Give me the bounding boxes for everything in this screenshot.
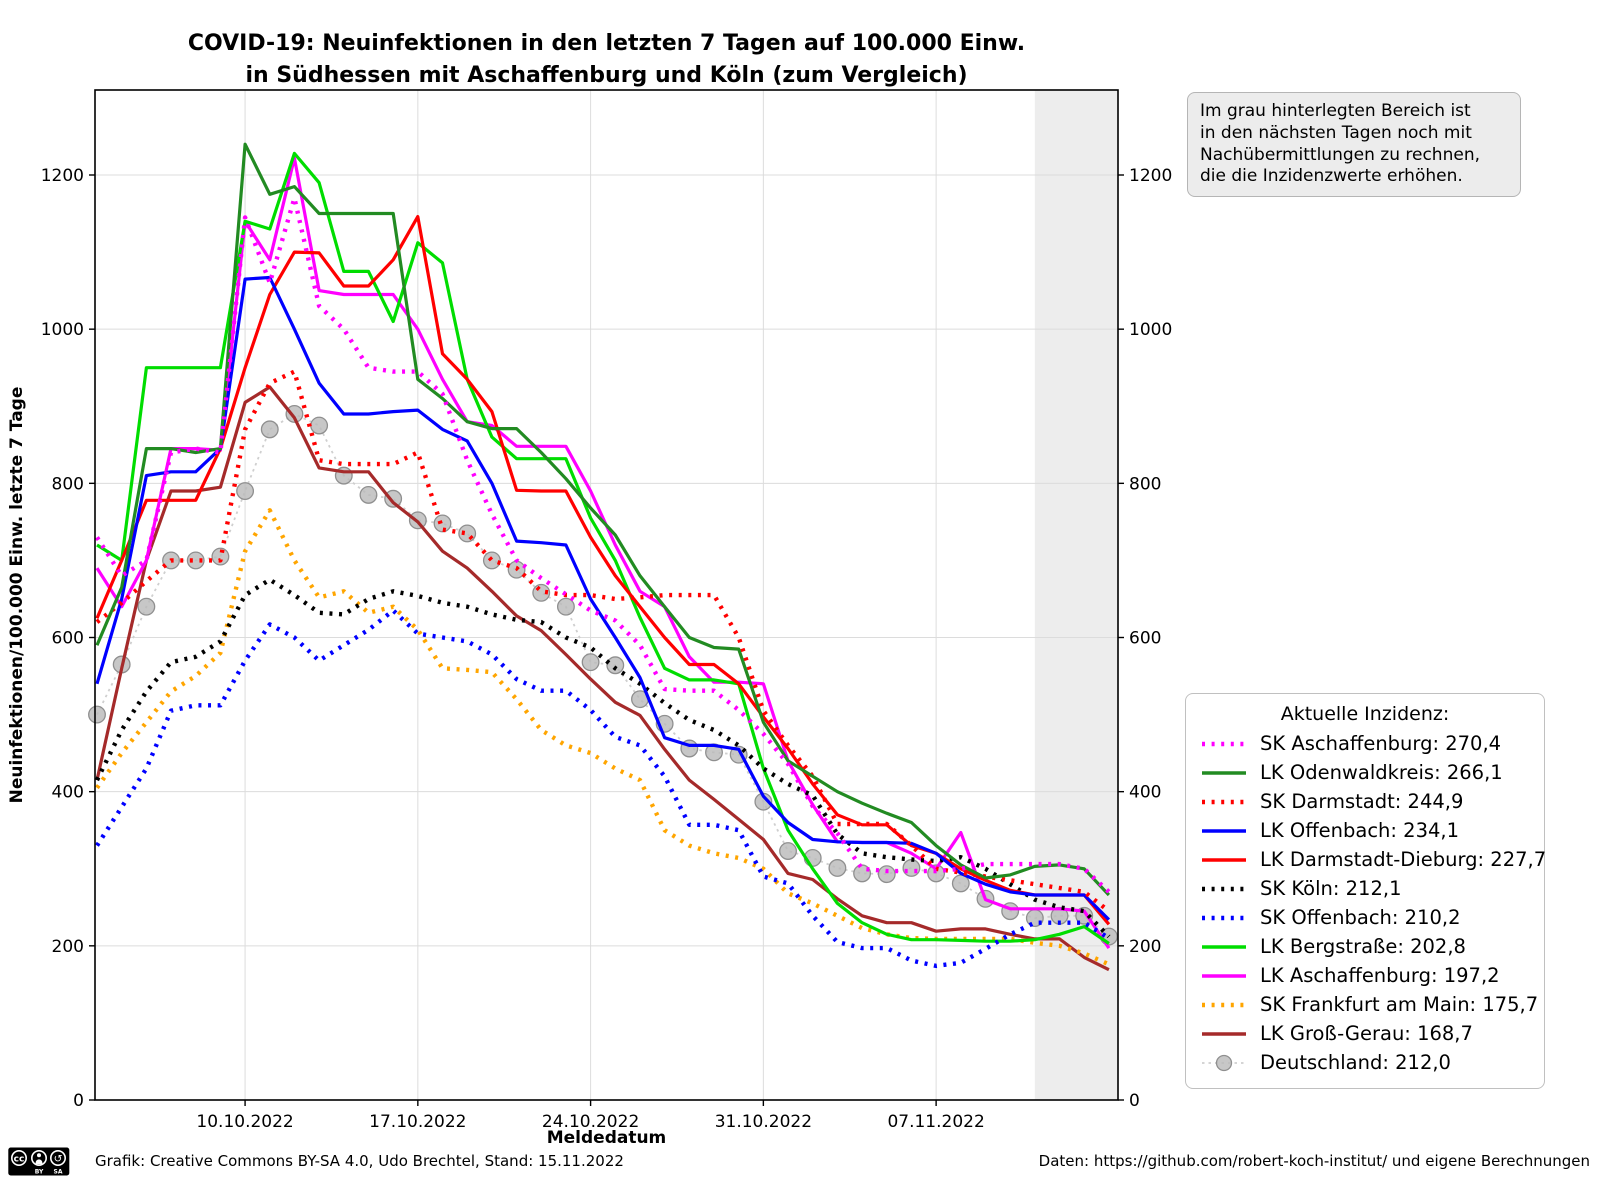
y-tick-label-left: 800: [52, 474, 84, 494]
legend-item-sk-offenbach: SK Offenbach: 210,2: [1200, 903, 1530, 932]
legend-swatch-sk-aschaffenburg: [1202, 741, 1246, 746]
legend-item-lk-bergstraße: LK Bergstraße: 202,8: [1200, 932, 1530, 961]
legend-item-label: LK Darmstadt-Dieburg: 227,7: [1260, 848, 1547, 871]
cc-by-sa-license-icon: cc ↺ BY SA: [8, 1147, 70, 1176]
legend-item-label: LK Groß-Gerau: 168,7: [1260, 1022, 1473, 1045]
legend: Aktuelle Inzidenz: SK Aschaffenburg: 270…: [1185, 693, 1546, 1089]
y-tick-label-right: 200: [1129, 937, 1161, 957]
axis-ticks: [89, 174, 1124, 1106]
legend-swatch-sk-köln: [1202, 886, 1246, 891]
legend-item-label: Deutschland: 212,0: [1260, 1051, 1451, 1074]
legend-item-lk-aschaffenburg: LK Aschaffenburg: 197,2: [1200, 961, 1530, 990]
y-tick-label-left: 400: [52, 783, 84, 803]
x-axis-label: Meldedatum: [546, 1128, 667, 1148]
legend-item-label: SK Frankfurt am Main: 175,7: [1260, 993, 1539, 1016]
y-tick-label-left: 0: [73, 1091, 84, 1111]
plot-frame: [94, 89, 1119, 1101]
series-sk-aschaffenburg: [95, 195, 1111, 894]
legend-item-lk-groß-gerau: LK Groß-Gerau: 168,7: [1200, 1019, 1530, 1048]
legend-swatch-lk-bergstraße: [1202, 944, 1246, 949]
late-reporting-shaded-region: [1034, 90, 1118, 1100]
series-lk-aschaffenburg: [95, 156, 1111, 949]
series-deutschland: [88, 405, 1118, 946]
y-tick-label-left: 200: [52, 937, 84, 957]
y-tick-label-right: 600: [1129, 629, 1161, 649]
svg-text:cc: cc: [14, 1155, 25, 1165]
series-sk-frankfurt-am-main: [95, 508, 1110, 967]
legend-item-sk-frankfurt-am-main: SK Frankfurt am Main: 175,7: [1200, 990, 1538, 1019]
legend-swatch-lk-groß-gerau: [1202, 1031, 1246, 1036]
x-tick-label: 31.10.2022: [715, 1112, 812, 1132]
legend-item-sk-köln: SK Köln: 212,1: [1200, 874, 1530, 903]
series-lk-darmstadt-dieburg: [95, 215, 1111, 926]
series-lk-groß-gerau: [95, 385, 1110, 972]
series-lk-bergstraße: [96, 151, 1110, 945]
x-tick-label: 10.10.2022: [196, 1112, 293, 1132]
legend-swatch-deutschland: [1202, 1054, 1246, 1071]
legend-item-lk-darmstadt-dieburg: LK Darmstadt-Dieburg: 227,7: [1200, 845, 1546, 874]
legend-swatch-lk-odenwaldkreis: [1202, 770, 1246, 775]
x-tick-label: 17.10.2022: [369, 1112, 466, 1132]
svg-text:BY: BY: [35, 1169, 44, 1176]
y-tick-label-right: 1000: [1129, 320, 1172, 340]
legend-item-label: SK Darmstadt: 244,9: [1260, 790, 1464, 813]
legend-title: Aktuelle Inzidenz:: [1280, 703, 1450, 725]
legend-swatch-lk-aschaffenburg: [1202, 973, 1246, 978]
legend-item-sk-darmstadt: SK Darmstadt: 244,9: [1200, 787, 1530, 816]
series-lk-offenbach: [95, 275, 1111, 921]
axis-tick-labels: 0 0 200 200 400 400 600 600 800 800 1000 1000 1200 12…: [41, 166, 1173, 1132]
legend-swatch-lk-offenbach: [1202, 828, 1246, 833]
legend-item-label: SK Aschaffenburg: 270,4: [1260, 732, 1502, 755]
legend-swatch-sk-offenbach: [1202, 915, 1246, 920]
y-tick-label-right: 400: [1129, 783, 1161, 803]
legend-item-deutschland: Deutschland: 212,0: [1200, 1048, 1530, 1077]
svg-text:SA: SA: [54, 1169, 63, 1176]
legend-item-lk-offenbach: LK Offenbach: 234,1: [1200, 816, 1530, 845]
gray-area-annotation: Im grau hinterlegten Bereich ist in den …: [1187, 92, 1521, 197]
legend-item-label: LK Bergstraße: 202,8: [1260, 935, 1466, 958]
y-tick-label-right: 800: [1129, 474, 1161, 494]
legend-swatch-sk-darmstadt: [1202, 799, 1246, 804]
series-sk-darmstadt: [95, 369, 1111, 913]
y-tick-label-left: 1000: [41, 320, 84, 340]
x-tick-label: 07.11.2022: [887, 1112, 984, 1132]
legend-item-label: SK Köln: 212,1: [1260, 877, 1402, 900]
y-tick-label-right: 0: [1129, 1091, 1140, 1111]
svg-text:↺: ↺: [54, 1153, 63, 1165]
legend-swatch-lk-darmstadt-dieburg: [1202, 857, 1246, 862]
y-tick-label-left: 1200: [41, 166, 84, 186]
gridlines: [95, 90, 1118, 1100]
legend-item-label: SK Offenbach: 210,2: [1260, 906, 1461, 929]
legend-item-sk-aschaffenburg: SK Aschaffenburg: 270,4: [1200, 729, 1530, 758]
credit-text: Grafik: Creative Commons BY-SA 4.0, Udo …: [95, 1152, 624, 1170]
legend-item-label: LK Aschaffenburg: 197,2: [1260, 964, 1500, 987]
y-tick-label-right: 1200: [1129, 166, 1172, 186]
series-lk-odenwaldkreis: [95, 142, 1111, 897]
data-source-text: Daten: https://github.com/robert-koch-in…: [1038, 1152, 1590, 1170]
y-tick-label-left: 600: [52, 629, 84, 649]
x-tick-label: 24.10.2022: [542, 1112, 639, 1132]
series-sk-köln: [95, 577, 1111, 939]
chart-title: COVID-19: Neuinfektionen in den letzten …: [187, 31, 1026, 88]
legend-item-lk-odenwaldkreis: LK Odenwaldkreis: 266,1: [1200, 758, 1530, 787]
legend-swatch-sk-frankfurt-am-main: [1202, 1002, 1246, 1007]
legend-item-label: LK Odenwaldkreis: 266,1: [1260, 761, 1503, 784]
legend-item-label: LK Offenbach: 234,1: [1260, 819, 1459, 842]
